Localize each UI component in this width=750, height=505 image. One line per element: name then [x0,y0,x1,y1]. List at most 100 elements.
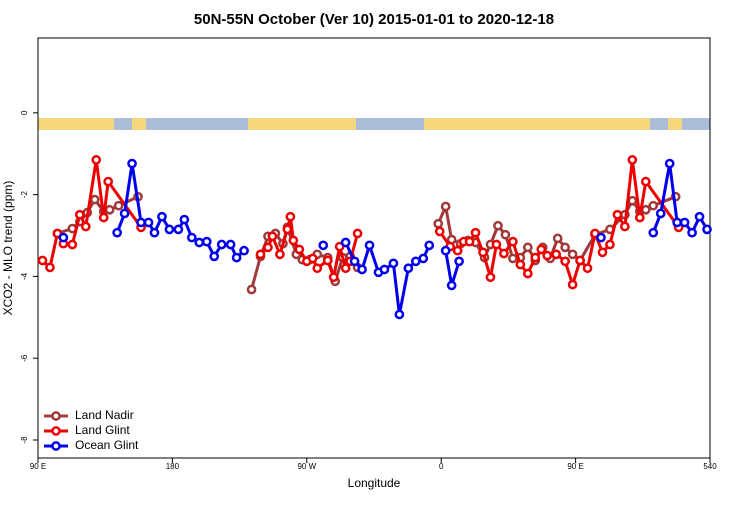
data-point [45,262,55,273]
data-point [605,239,615,250]
data-point [612,209,623,220]
legend-label: Ocean Glint [75,438,139,452]
data-point [340,263,351,274]
data-point [672,217,682,228]
data-point [282,224,293,235]
legend-swatch-marker [51,411,61,421]
data-point [312,263,323,274]
data-point [470,227,481,238]
series [58,158,712,320]
data-point [522,242,533,253]
legend-swatch-marker [51,426,61,436]
data-point [542,250,553,261]
data-point [499,248,509,259]
data-point [127,158,137,169]
data-point [552,233,563,244]
data-point [491,239,502,250]
data-point [89,194,100,205]
data-point [352,228,363,239]
data-point [388,258,399,269]
data-point [410,256,421,267]
data-point [640,176,651,187]
data-point [143,217,154,228]
data-point [91,155,102,165]
data-point [186,232,197,243]
data-point [648,227,659,238]
data-point [307,253,318,264]
data-point [627,195,638,206]
data-point [58,232,69,243]
data-point [454,256,464,267]
data-point [322,255,333,266]
data-point [67,239,78,250]
data-point [551,249,562,260]
data-point [164,224,175,235]
data-point [364,240,375,251]
y-axis-label: XCO2 - MLO trend (ppm) [1,181,15,316]
data-point [136,217,146,228]
land-band [248,118,356,130]
data-point [113,200,124,211]
data-point [173,224,184,235]
data-point [209,251,220,262]
data-point [263,242,273,253]
data-point [231,252,242,263]
data-point [318,240,329,251]
data-point [567,249,578,260]
land-band [38,118,114,130]
data-point [418,253,429,264]
data-point [357,264,367,275]
data-point [515,259,526,270]
data-point [634,212,645,223]
data-point [379,264,390,275]
data-point [112,227,122,238]
data-point [394,309,405,320]
data-point [687,227,697,238]
data-point [433,218,444,229]
data-point [340,237,351,248]
x-tick-label: 180 [166,462,180,471]
data-point [627,155,638,165]
x-tick-label: 0 [439,462,444,471]
data-point [679,217,690,228]
data-point [275,249,285,260]
data-point [446,280,457,291]
x-tick-label: 90 E [30,462,46,471]
land-band [668,118,682,130]
data-point [285,211,296,222]
data-point [424,240,435,251]
data-point [37,255,48,266]
chart-title: 50N-55N October (Ver 10) 2015-01-01 to 2… [194,11,554,28]
data-point [596,232,606,243]
data-point [403,263,414,274]
series-line [115,162,709,316]
data-point [225,239,236,250]
data-point [560,256,570,267]
data-point [522,268,533,279]
y-tick-label: -4 [20,272,29,280]
data-point [478,247,488,258]
data-point [508,253,518,264]
data-point [620,221,630,232]
data-point [648,200,659,211]
legend-label: Land Glint [75,423,130,437]
data-point [149,227,160,238]
data-point [328,272,339,283]
data-point [267,231,278,242]
x-tick-label: 90 E [567,462,583,471]
data-point [452,245,463,256]
y-tick-label: -6 [20,354,29,362]
y-tick-label: -8 [20,436,29,444]
data-point [567,279,578,290]
data-point [349,256,360,267]
data-point [179,214,190,225]
land-band [424,118,650,130]
data-point [194,237,205,248]
data-point [440,201,451,212]
data-point [80,221,91,232]
data-point [294,244,305,255]
data-point [255,249,266,260]
data-point [493,220,503,231]
